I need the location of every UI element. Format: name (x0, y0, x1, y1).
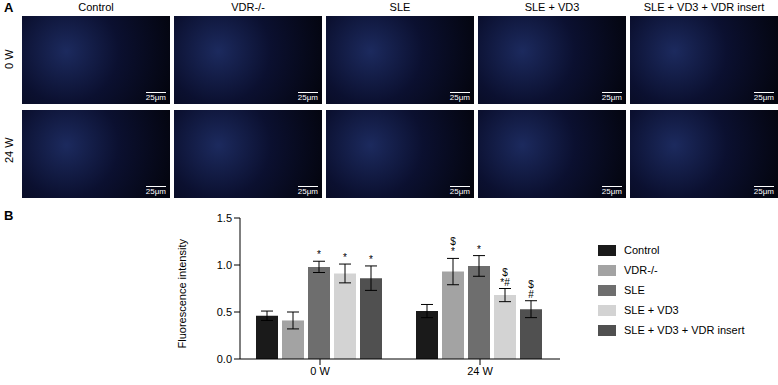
html-text:SLE + VD3 + VDR insert: SLE + VD3 + VDR insert (624, 324, 745, 336)
html-text:25μm: 25μm (601, 187, 622, 196)
html-text:SLE + VD3: SLE + VD3 (524, 1, 580, 13)
html-text:Control: Control (624, 244, 660, 256)
svg-text:*: * (317, 249, 321, 260)
html-text:25μm: 25μm (753, 187, 774, 196)
svg-text:1.5: 1.5 (217, 212, 232, 224)
html-text:25μm: 25μm (753, 93, 774, 102)
svg-text:*: * (343, 252, 347, 263)
svg-text:*: * (477, 244, 481, 255)
svg-text:0.0: 0.0 (217, 353, 232, 365)
svg-text:*: * (451, 246, 455, 257)
html-text:25μm: 25μm (449, 187, 470, 196)
svg-text:Fluorescence intensity: Fluorescence intensity (176, 239, 188, 349)
svg-text:#: # (528, 289, 534, 300)
html-text:SLE: SLE (389, 1, 411, 13)
html-text:25μm: 25μm (601, 93, 622, 102)
svg-text:$: $ (502, 267, 508, 278)
html-text:SLE: SLE (624, 284, 645, 296)
html-text:25μm: 25μm (297, 93, 318, 102)
html-text:B: B (4, 208, 14, 223)
html-text:25μm: 25μm (145, 187, 166, 196)
html-text:SLE + VD3: SLE + VD3 (624, 304, 679, 316)
svg-text:0 W: 0 W (310, 365, 330, 377)
svg-text:$: $ (450, 236, 456, 247)
html-text:0 W: 0 W (3, 49, 15, 69)
svg-text:1.0: 1.0 (217, 259, 232, 271)
html-text:25μm: 25μm (145, 93, 166, 102)
svg-text:24 W: 24 W (467, 365, 493, 377)
html-text:25μm: 25μm (297, 187, 318, 196)
svg-text:$: $ (528, 279, 534, 290)
html-text:Control: Control (78, 1, 114, 13)
html-text:VDR-/-: VDR-/- (624, 264, 658, 276)
html-text:SLE + VD3 + VDR insert: SLE + VD3 + VDR insert (643, 1, 765, 13)
svg-text:*#: *# (500, 277, 510, 288)
html-text:25μm: 25μm (449, 93, 470, 102)
html-text:A: A (4, 0, 14, 15)
html-text:VDR-/-: VDR-/- (231, 1, 265, 13)
svg-text:0.5: 0.5 (217, 306, 232, 318)
svg-text:*: * (369, 254, 373, 265)
html-text:24 W: 24 W (3, 137, 15, 163)
